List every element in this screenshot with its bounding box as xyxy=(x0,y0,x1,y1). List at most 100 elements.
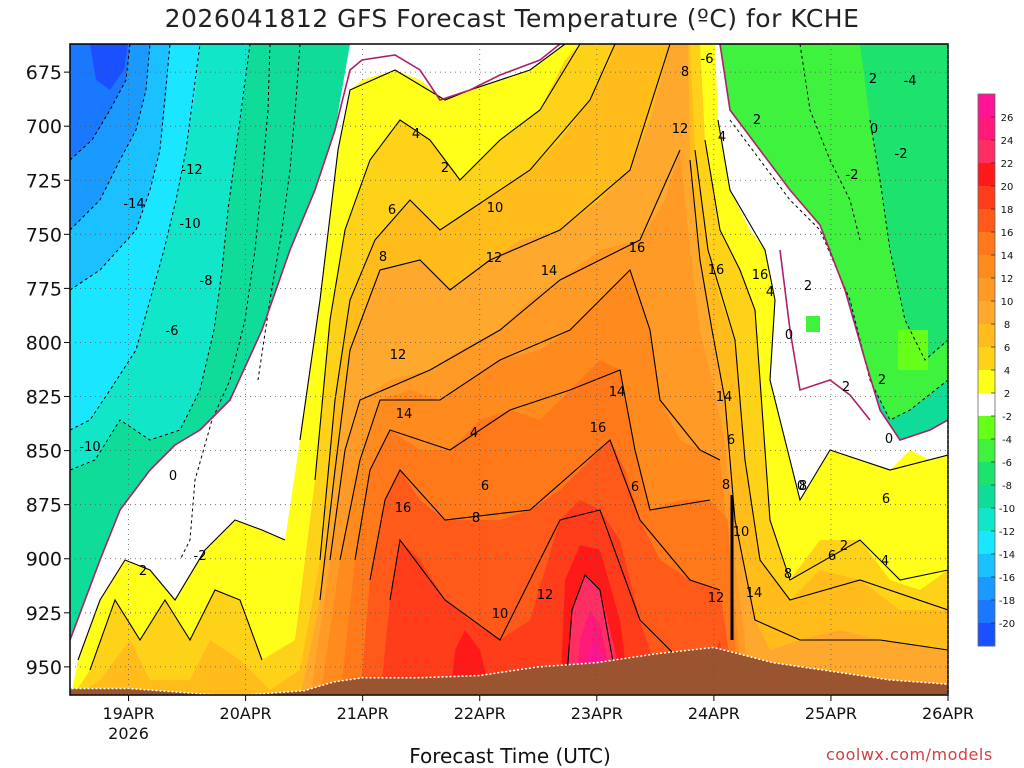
contour-label: 2 xyxy=(869,72,877,87)
freezing-line-contours xyxy=(70,44,948,641)
colorbar-label: -10 xyxy=(999,504,1015,515)
y-tick-label: 925 xyxy=(26,603,62,625)
contour-label: 6 xyxy=(481,479,489,494)
contour-label: 2 xyxy=(842,380,850,395)
contour-label: 10 xyxy=(487,201,504,216)
colorbar-label: -12 xyxy=(999,527,1015,538)
colorbar-label: -16 xyxy=(999,573,1015,584)
contour-lines-solid xyxy=(77,44,948,695)
contour-label: 2 xyxy=(804,279,812,294)
contour-label: 12 xyxy=(390,348,407,363)
contour-label: -10 xyxy=(79,440,100,455)
contour-label: 2 xyxy=(753,113,761,128)
contour-label: 0 xyxy=(870,122,878,137)
colorbar-swatch xyxy=(978,485,995,509)
contour-label: 14 xyxy=(609,385,626,400)
contour-label: 4 xyxy=(881,554,889,569)
y-axis: 675 700 725 750 775 800 825 850 875 900 925 950 xyxy=(26,62,70,679)
y-tick-label: 700 xyxy=(26,116,62,138)
colorbar-label: 10 xyxy=(1001,297,1014,308)
x-tick-label: 23APR xyxy=(571,704,623,723)
contour-label: 0 xyxy=(797,479,805,494)
colorbar-swatch xyxy=(978,370,995,394)
y-tick-label: 850 xyxy=(26,441,62,463)
colorbar-label: -14 xyxy=(999,550,1015,561)
colorbar-swatch xyxy=(978,623,995,647)
colorbar-swatch xyxy=(978,347,995,371)
y-tick-label: 875 xyxy=(26,495,62,517)
contour-label: 16 xyxy=(629,241,646,256)
colorbar-label: -2 xyxy=(1002,412,1012,423)
contour-label: 6 xyxy=(882,492,890,507)
field-east-colder xyxy=(860,44,948,360)
x-tick-label: 20APR xyxy=(220,704,272,723)
colorbar-swatch xyxy=(978,140,995,164)
contour-label: 2 xyxy=(441,161,449,176)
contour-label: 4 xyxy=(412,127,420,142)
contour-label: 4 xyxy=(718,130,726,145)
contour-label: -2 xyxy=(846,168,859,183)
colorbar-swatch xyxy=(978,94,995,118)
colorbar-swatch xyxy=(978,186,995,210)
colorbar-label: 4 xyxy=(1004,366,1010,377)
contour-label: 6 xyxy=(828,549,836,564)
contour-label: -6 xyxy=(166,324,179,339)
colorbar-label: -4 xyxy=(1002,435,1012,446)
colorbar-swatch xyxy=(978,393,995,417)
colorbar-swatch xyxy=(978,278,995,302)
contour-label: 12 xyxy=(537,588,554,603)
colorbar-swatch xyxy=(978,577,995,601)
contour-label: -8 xyxy=(200,274,213,289)
contour-labels: -14 -12 -10 -10 -8 -6 0 2 -2 2 4 6 8 12 14 16 10 12 14 16 4 6… xyxy=(79,52,916,622)
colorbar-label: 12 xyxy=(1001,274,1014,285)
contour-label: 8 xyxy=(784,567,792,582)
colorbar-label: 2 xyxy=(1004,389,1010,400)
contour-label: 8 xyxy=(472,511,480,526)
contour-label: 8 xyxy=(799,479,807,494)
colorbar-label: 20 xyxy=(1001,182,1014,193)
contour-label: 16 xyxy=(708,263,725,278)
contour-label: -4 xyxy=(904,74,917,89)
y-tick-label: 725 xyxy=(26,170,62,192)
field-pocket-green xyxy=(806,316,820,332)
credit-link[interactable]: coolwx.com/models xyxy=(826,745,993,764)
contour-label: 14 xyxy=(396,407,413,422)
colorbar-label: -6 xyxy=(1002,458,1012,469)
contour-label: 16 xyxy=(590,421,607,436)
contour-label: 2 xyxy=(139,564,147,579)
contour-label: 10 xyxy=(492,607,509,622)
colorbar-swatch xyxy=(978,301,995,325)
contour-label: 2 xyxy=(878,373,886,388)
grid-layer xyxy=(70,44,949,695)
contour-label: 6 xyxy=(631,480,639,495)
colorbar-label: -18 xyxy=(999,596,1015,607)
colorbar-swatch xyxy=(978,508,995,532)
colorbar-swatch xyxy=(978,531,995,555)
colorbar-label: 14 xyxy=(1001,251,1014,262)
contour-label: 12 xyxy=(708,591,725,606)
contour-label: 0 xyxy=(885,432,893,447)
field-pocket-light-green xyxy=(898,330,928,370)
y-tick-label: 825 xyxy=(26,387,62,409)
colorbar-swatch xyxy=(978,554,995,578)
contour-label: -10 xyxy=(179,217,200,232)
colorbar-swatch xyxy=(978,324,995,348)
x-tick-label: 25APR xyxy=(805,704,857,723)
contour-label: -14 xyxy=(123,197,144,212)
contour-label: -2 xyxy=(895,147,908,162)
colorbar-label: -8 xyxy=(1002,481,1012,492)
colorbar: 26 24 22 20 18 16 14 12 10 8 6 4 2 -2 -4 -6 -8 -10 -12 -14 -… xyxy=(977,93,1015,647)
x-tick-sublabel: 2026 xyxy=(108,724,149,743)
y-tick-label: 675 xyxy=(26,62,62,84)
colorbar-swatch xyxy=(978,439,995,463)
chart-title: 2026041812 GFS Forecast Temperature (ºC)… xyxy=(164,4,860,33)
colorbar-label: 26 xyxy=(1001,113,1014,124)
contour-label: 6 xyxy=(388,203,396,218)
contour-lines-dashed xyxy=(70,44,948,561)
colorbar-label: -20 xyxy=(999,619,1015,630)
y-tick-label: 750 xyxy=(26,224,62,246)
contour-label: 8 xyxy=(379,250,387,265)
x-tick-label: 21APR xyxy=(337,704,389,723)
contour-label: 14 xyxy=(746,586,763,601)
